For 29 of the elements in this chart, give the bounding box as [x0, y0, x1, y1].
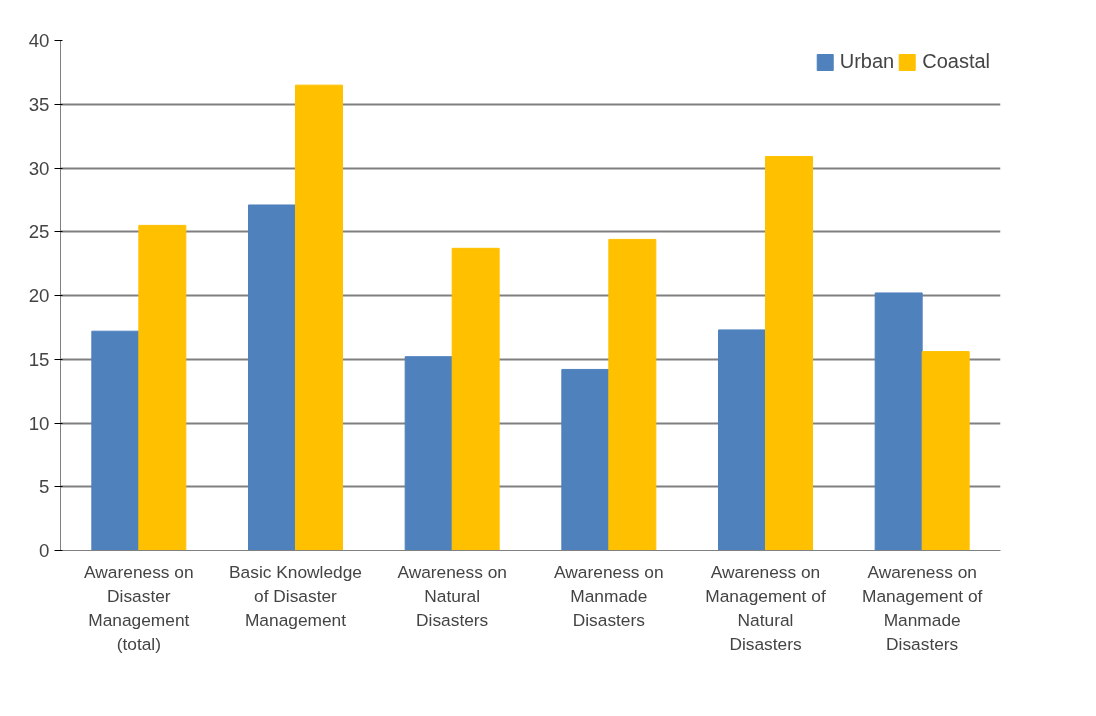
y-tick-label: 40	[28, 30, 50, 51]
bar	[295, 84, 343, 551]
bar	[765, 156, 813, 551]
x-tick-label: Awareness on Management of Manmade Disasters	[861, 561, 983, 654]
y-tick-label: 25	[28, 221, 50, 243]
bar	[874, 292, 923, 551]
y-tick-label: 20	[28, 285, 50, 306]
y-tick-label: 5	[39, 476, 50, 498]
x-tick-label: Basic Knowledge of Disaster Management	[229, 561, 362, 630]
x-tick-label: Awareness on Manmade Disasters	[554, 561, 664, 630]
bar	[608, 238, 657, 551]
x-tick-label: Awareness on Management of Natural Disasters	[705, 561, 826, 654]
y-tick-label: 30	[28, 157, 50, 179]
x-tick-label: Awareness on Disaster Management (total)	[84, 561, 194, 654]
bar	[561, 368, 610, 551]
y-tick-label: 15	[28, 348, 50, 370]
legend-label: Urban	[839, 50, 895, 73]
bar	[91, 330, 140, 551]
x-tick-label: Awareness on Natural Disasters	[397, 561, 507, 630]
y-tick-label: 0	[39, 540, 50, 561]
bar	[404, 356, 453, 551]
y-tick-label: 10	[28, 412, 50, 434]
bar	[248, 204, 296, 551]
y-tick-label: 35	[28, 93, 50, 115]
bar	[718, 329, 766, 551]
legend-label: Coastal	[922, 50, 990, 73]
bar	[451, 247, 500, 551]
bar	[921, 351, 970, 551]
bar	[138, 224, 187, 551]
